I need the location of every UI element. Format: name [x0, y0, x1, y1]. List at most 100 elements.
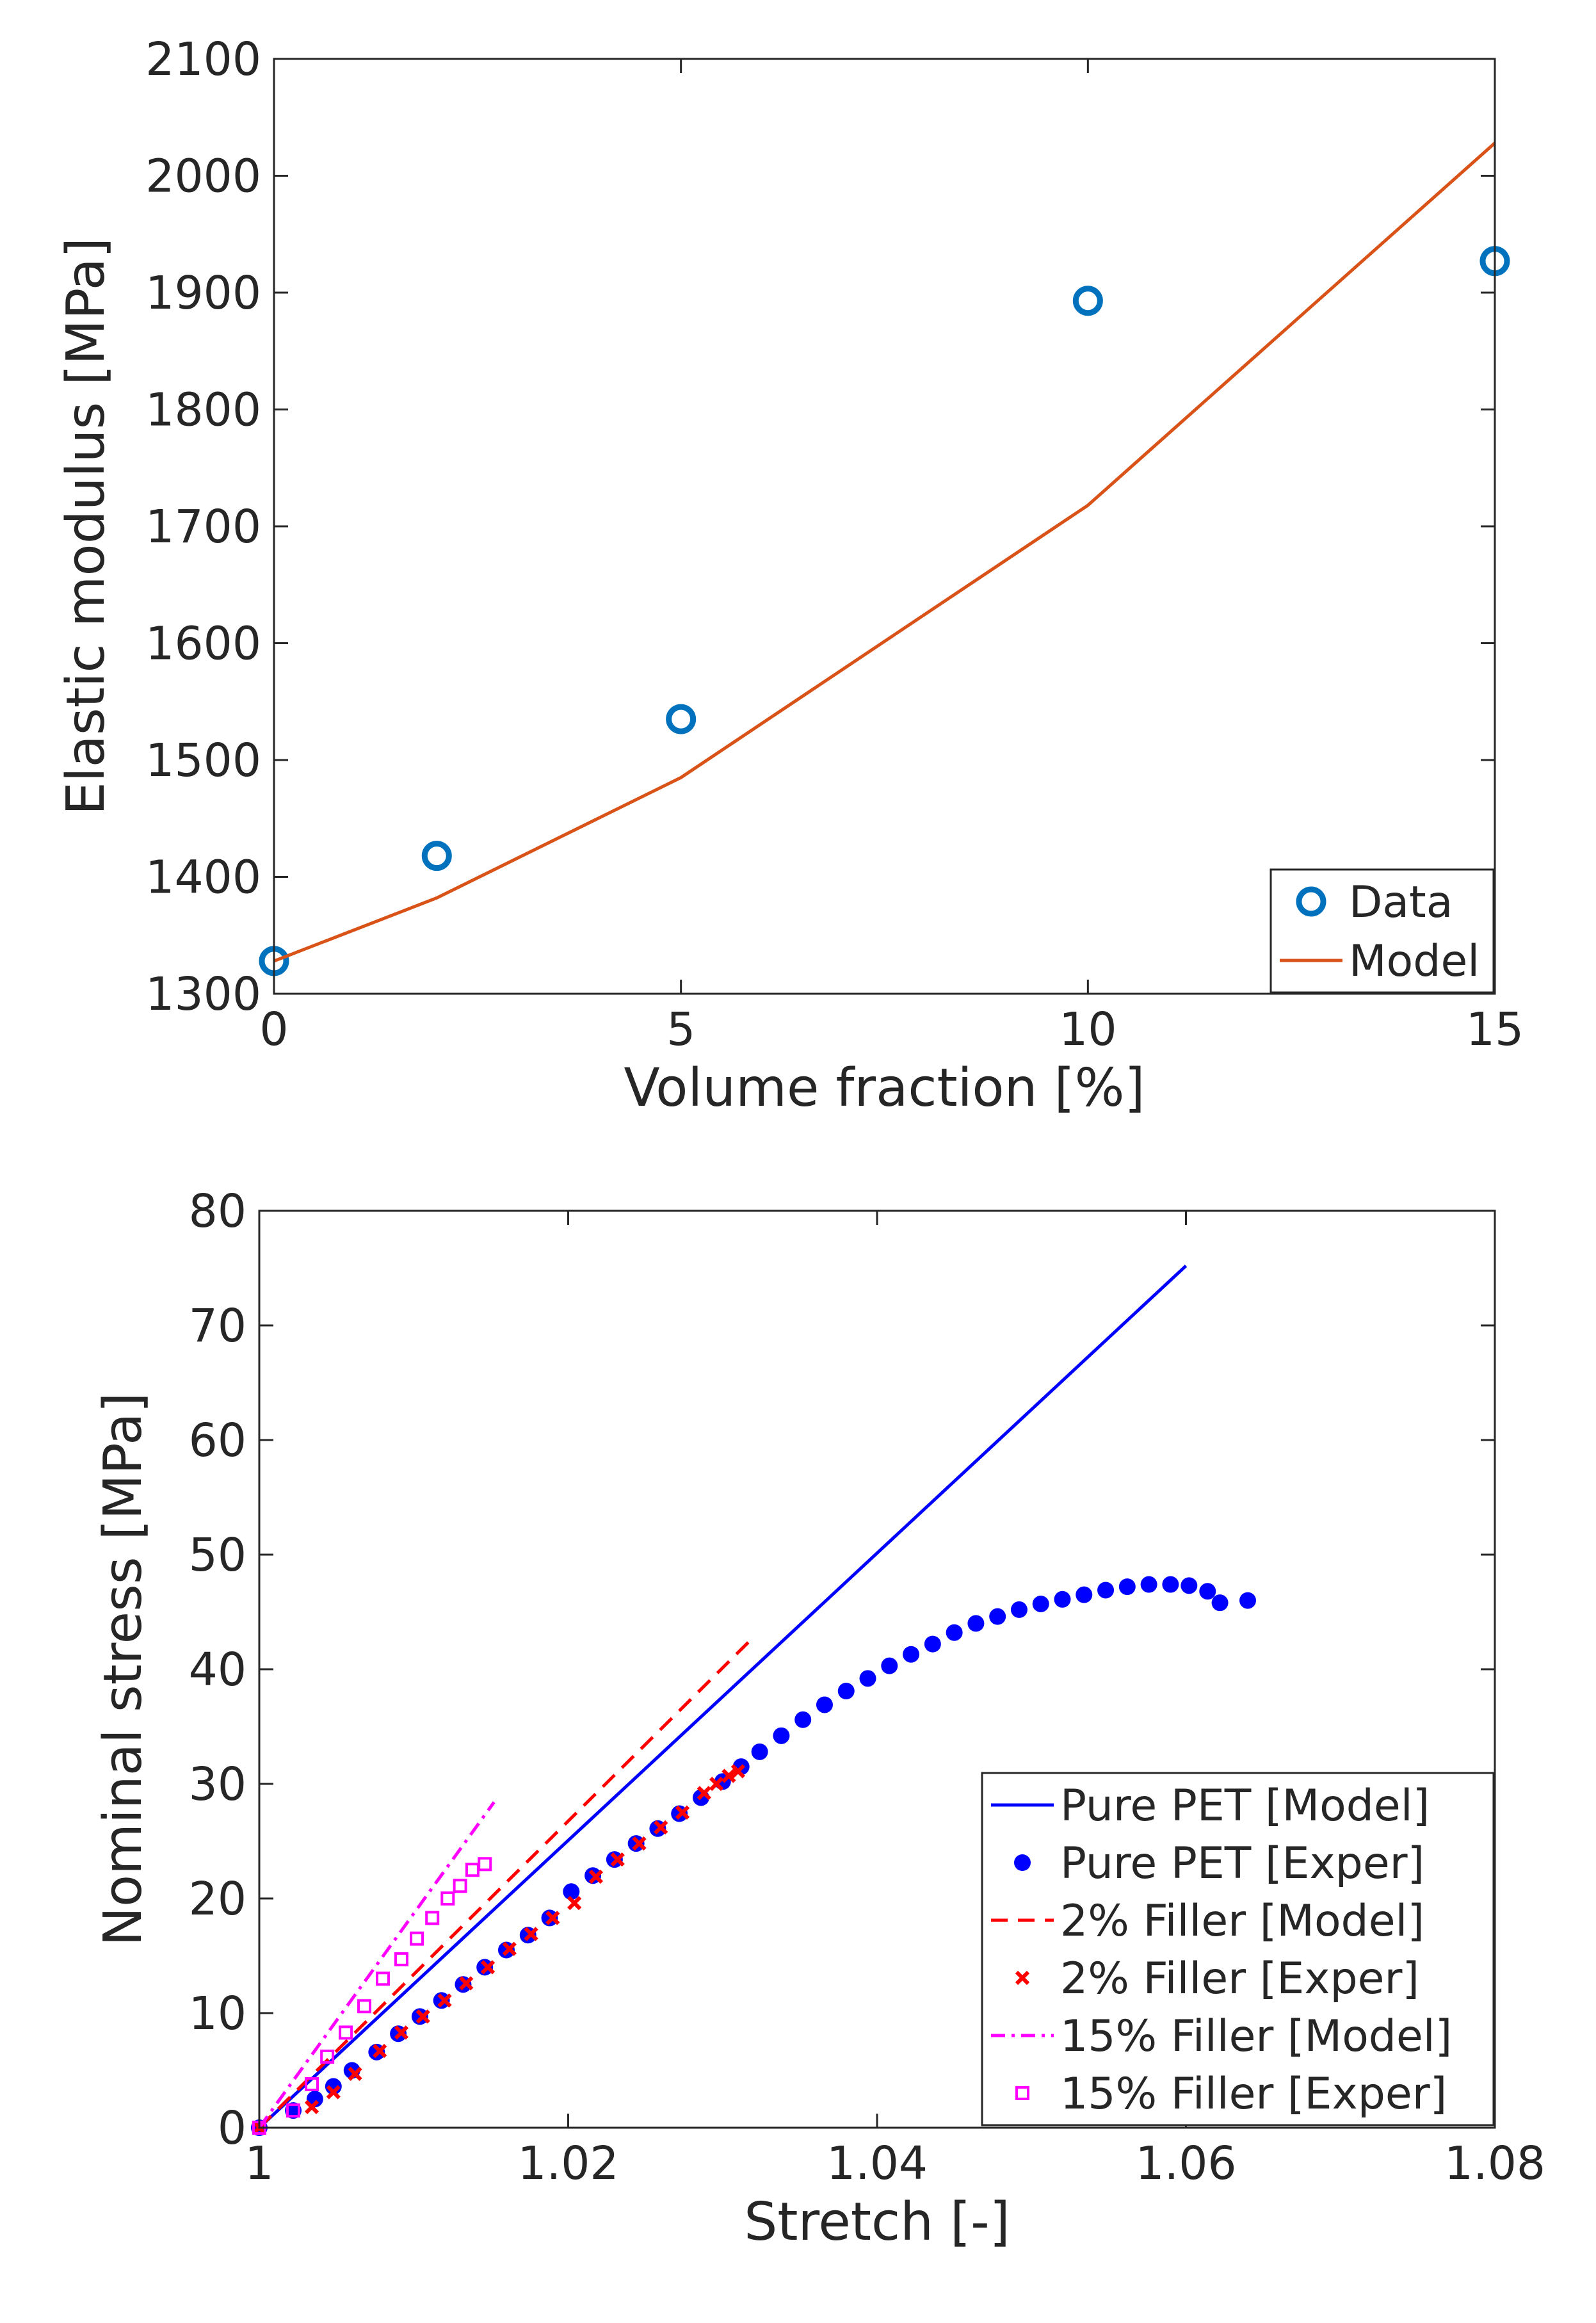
c2-pure-pet-exper-point [1211, 1594, 1229, 1612]
c2-pure-pet-exper-point [837, 1683, 855, 1700]
c2-2-filler-exper-point [697, 1786, 711, 1801]
c2-15-filler-exper-point [440, 1891, 455, 1906]
c2-pure-pet-exper-point [285, 2102, 302, 2119]
chart2-marks [251, 1265, 1256, 2136]
c2-legend-2-filler-model-label: 2% Filler [Model] [1060, 1896, 1424, 1947]
c2-2-filler-exper-point [480, 1960, 496, 1975]
c2-pure-pet-exper-point [1076, 1586, 1093, 1603]
c2-15-filler-exper-point [453, 1879, 467, 1893]
c2-pure-pet-exper-point [924, 1635, 941, 1653]
c2-xtick-label: 1 [245, 2137, 273, 2190]
c2-2-filler-exper-point [610, 1852, 625, 1867]
c2-pure-pet-exper-point [1032, 1595, 1049, 1612]
c2-pure-pet-exper-point [989, 1608, 1006, 1625]
c1-xtick-label: 5 [666, 1003, 695, 1056]
c1-legend-data-marker [1296, 886, 1326, 917]
c1-legend-data-label: Data [1349, 877, 1453, 928]
c2-2-filler-exper-point [437, 1993, 452, 2008]
c2-pure-pet-exper-point [476, 1959, 494, 1976]
c2-15-filler-exper-point [394, 1952, 408, 1966]
c2-pure-pet-exper-point [1097, 1582, 1115, 1599]
c2-xtick-label: 1.04 [826, 2137, 928, 2190]
c1-ytick-label: 1700 [145, 500, 261, 553]
c2-2-filler-model-line [258, 1636, 755, 2129]
chart2-y-axis-label: Nominal stress [MPa] [93, 1393, 154, 1947]
c1-xtick-label: 10 [1059, 1003, 1116, 1056]
c2-ytick-label: 50 [189, 1528, 246, 1582]
c2-legend-15-filler-exper-marker [1015, 2086, 1029, 2100]
c1-xtick-label: 15 [1466, 1003, 1524, 1056]
c2-pure-pet-exper-point [1010, 1601, 1028, 1618]
c2-pure-pet-exper-point [627, 1835, 645, 1852]
chart1-legend: Data Model [1270, 868, 1495, 994]
c2-xtick-label: 1.06 [1135, 2137, 1236, 2190]
c2-ytick-label: 60 [189, 1414, 246, 1467]
c1-ytick-label: 1400 [145, 851, 261, 904]
c2-2-filler-exper-point [709, 1776, 724, 1792]
elastic-modulus-chart: 0 5 10 15 1300 1400 1500 1600 1700 1800 1900 2000 21… [56, 33, 1524, 1119]
c2-pure-pet-exper-point [1162, 1576, 1179, 1593]
chart1-x-axis-label: Volume fraction [%] [624, 1058, 1145, 1119]
c2-pure-pet-exper-point [433, 1992, 450, 2009]
c2-pure-pet-exper-point [1140, 1576, 1157, 1593]
c2-15-filler-exper-point [357, 1999, 372, 2014]
c1-ytick-label: 1800 [145, 384, 261, 437]
c2-xtick-label: 1.02 [517, 2137, 618, 2190]
c2-15-filler-exper-point [376, 1971, 390, 1986]
c2-15-filler-exper-point [410, 1931, 424, 1946]
c2-2-filler-exper-point [304, 2100, 319, 2114]
c2-2-filler-exper-point [373, 2043, 387, 2059]
c2-2-filler-exper-point [326, 2085, 341, 2100]
chart1-marks [259, 142, 1510, 976]
c2-pure-pet-exper-point [541, 1909, 558, 1927]
c1-ytick-label: 1600 [145, 617, 261, 670]
c2-2-filler-exper-point [632, 1836, 647, 1851]
c2-pure-pet-exper-point [946, 1624, 963, 1641]
c2-ytick-label: 20 [189, 1872, 246, 1925]
chart1-ticks: 0 5 10 15 1300 1400 1500 1600 1700 1800 1900 2000 21… [145, 33, 1524, 1056]
c1-ytick-label: 2100 [145, 33, 261, 86]
c1-xtick-label: 0 [259, 1003, 288, 1056]
c2-pure-pet-exper-point [751, 1743, 768, 1760]
c2-2-filler-exper-point [675, 1805, 690, 1820]
c1-data-point [421, 841, 452, 871]
c2-15-filler-exper-point [478, 1857, 492, 1872]
c2-2-filler-exper-point [394, 2025, 409, 2040]
c2-ytick-label: 30 [189, 1758, 246, 1811]
c2-legend-pure-pet-exper-label: Pure PET [Exper] [1060, 1838, 1424, 1889]
c2-ytick-label: 0 [218, 2101, 246, 2155]
c1-model-line [273, 142, 1496, 963]
c2-pure-pet-exper-point [967, 1615, 985, 1632]
c2-2-filler-exper-point [545, 1911, 560, 1925]
chart2-legend: Pure PET [Model] Pure PET [Exper] 2% Fille… [981, 1772, 1495, 2126]
chart2-x-axis-label: Stretch [-] [744, 2192, 1010, 2253]
c2-2-filler-exper-point [721, 1769, 736, 1783]
chart2-ticks: 1 1.02 1.04 1.06 1.08 0 10 20 30 40 50 60 70 80 [189, 1185, 1545, 2190]
c2-2-filler-exper-point [502, 1941, 517, 1956]
nominal-stress-chart: 1 1.02 1.04 1.06 1.08 0 10 20 30 40 50 60 70 80 Stret… [93, 1185, 1545, 2253]
c2-pure-pet-exper-point [1239, 1592, 1256, 1609]
c2-2-filler-exper-point [524, 1927, 538, 1941]
c2-pure-pet-exper-point [794, 1711, 812, 1728]
c2-15-filler-model-line [257, 1801, 496, 2129]
c2-ytick-label: 40 [189, 1643, 246, 1696]
c2-pure-pet-model-line [258, 1265, 1188, 2129]
c2-xtick-label: 1.08 [1444, 2137, 1545, 2190]
c1-ytick-label: 2000 [145, 150, 261, 203]
c1-data-point [666, 704, 697, 734]
c2-pure-pet-exper-point [1181, 1577, 1198, 1594]
c2-legend-box [981, 1772, 1495, 2126]
c1-ytick-label: 1300 [145, 967, 261, 1021]
c2-ytick-label: 10 [189, 1987, 246, 2040]
c2-pure-pet-exper-point [881, 1657, 898, 1674]
c2-pure-pet-exper-point [606, 1851, 623, 1868]
chart1-y-axis-label: Elastic modulus [MPa] [56, 238, 117, 815]
c2-15-filler-exper-point [339, 2025, 353, 2040]
c1-legend-model-label: Model [1349, 936, 1479, 987]
c2-ytick-label: 70 [189, 1299, 246, 1352]
c2-legend-2-filler-exper-marker [1015, 1970, 1030, 1986]
c2-legend-2-filler-exper-label: 2% Filler [Exper] [1060, 1954, 1419, 2004]
c2-legend-pure-pet-model-label: Pure PET [Model] [1060, 1781, 1430, 1831]
c2-pure-pet-exper-point [411, 2008, 428, 2025]
